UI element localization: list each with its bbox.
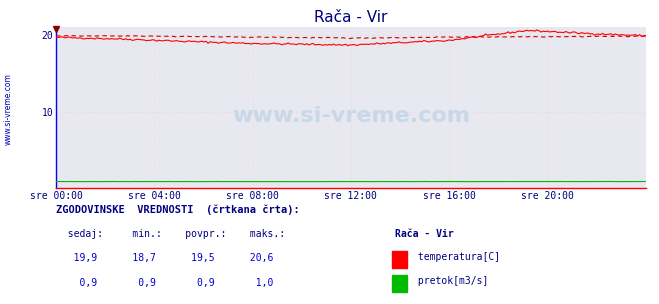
Text: www.si-vreme.com: www.si-vreme.com (3, 74, 13, 145)
Text: 0,9       0,9       0,9       1,0: 0,9 0,9 0,9 1,0 (56, 278, 273, 288)
Text: Rača - Vir: Rača - Vir (395, 229, 454, 239)
Text: www.si-vreme.com: www.si-vreme.com (232, 106, 470, 126)
Text: temperatura[C]: temperatura[C] (412, 252, 500, 262)
Text: sedaj:     min.:    povpr.:    maks.:: sedaj: min.: povpr.: maks.: (56, 229, 285, 239)
Title: Rača - Vir: Rača - Vir (314, 10, 387, 25)
Text: ZGODOVINSKE  VREDNOSTI  (črtkana črta):: ZGODOVINSKE VREDNOSTI (črtkana črta): (56, 204, 300, 215)
Text: 19,9      18,7      19,5      20,6: 19,9 18,7 19,5 20,6 (56, 254, 273, 264)
Text: pretok[m3/s]: pretok[m3/s] (412, 276, 488, 286)
